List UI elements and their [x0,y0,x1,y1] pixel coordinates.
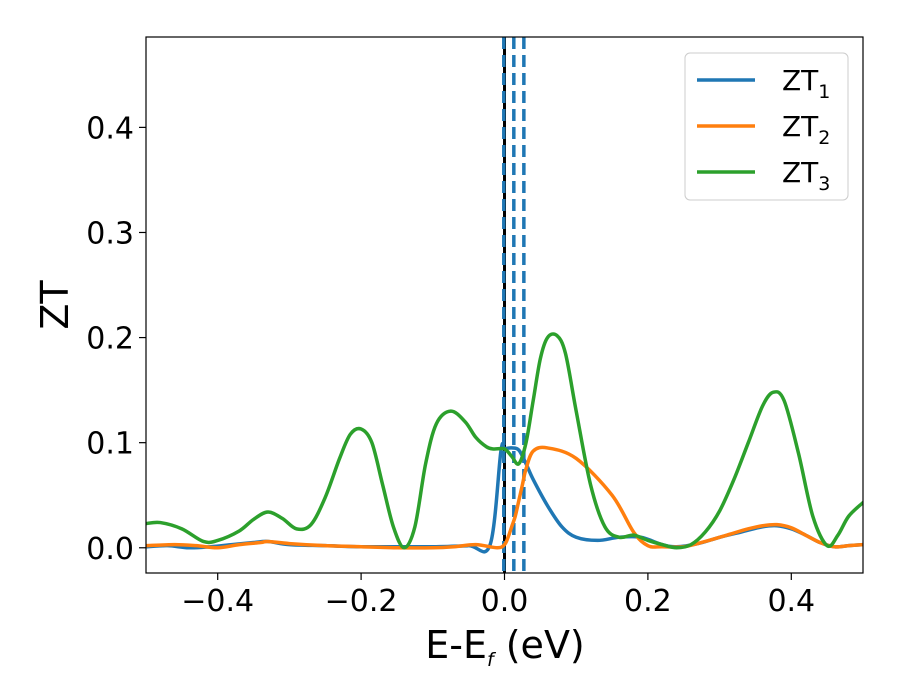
series-line-zt3 [146,332,863,550]
x-axis-ticks: −0.4 −0.2 0.0 0.2 0.4 [181,573,815,619]
series-line-zt2 [146,445,863,550]
x-tick-label: 0.2 [624,584,672,619]
legend-label-zt1: ZT1 [782,64,830,103]
reference-lines [502,37,526,573]
x-tick-label: −0.4 [181,584,254,619]
y-axis-label: ZT [33,280,77,330]
x-tick-label: 0.4 [767,584,815,619]
legend-label-zt2: ZT2 [782,110,830,149]
legend-box [684,52,849,201]
y-tick-label: 0.3 [86,216,134,251]
y-tick-label: 0.2 [86,322,134,357]
y-tick-label: 0.4 [86,111,134,146]
x-tick-label: 0.0 [481,584,529,619]
x-tick-label: −0.2 [325,584,398,619]
y-tick-label: 0.1 [86,427,134,462]
series-lines [146,332,863,554]
legend-label-zt3: ZT3 [782,156,830,195]
legend: ZT1 ZT2 ZT3 [684,52,849,201]
y-tick-label: 0.0 [86,532,134,567]
y-axis-ticks: 0.0 0.1 0.2 0.3 0.4 [86,111,146,567]
x-axis-label: E-Ef (eV) [425,623,585,671]
